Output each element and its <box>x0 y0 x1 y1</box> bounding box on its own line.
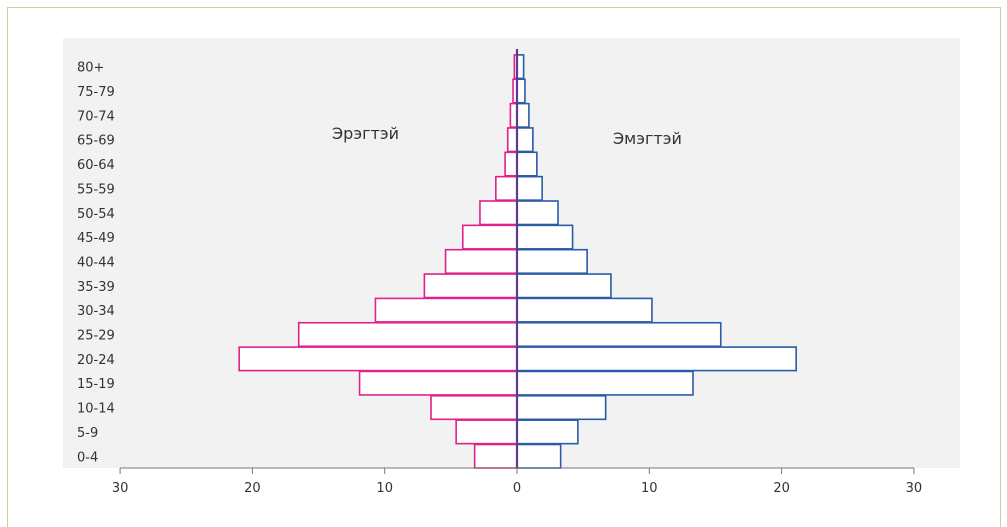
bars-layer <box>238 49 797 469</box>
y-category-label: 15-19 <box>77 377 115 392</box>
x-tick-label: 30 <box>906 481 923 496</box>
bar-right-60-64 <box>516 151 538 177</box>
bar-left-20-24 <box>238 346 518 372</box>
bar-right-75-79 <box>516 78 526 104</box>
y-category-label: 35-39 <box>77 280 115 295</box>
bar-right-20-24 <box>516 346 797 372</box>
bar-right-70-74 <box>516 102 530 128</box>
bar-left-55-59 <box>495 175 518 201</box>
bar-right-10-14 <box>516 394 607 421</box>
bar-left-0-4 <box>473 443 518 469</box>
y-category-label: 20-24 <box>77 353 115 368</box>
bar-left-45-49 <box>461 224 518 250</box>
bar-left-15-19 <box>358 370 518 396</box>
bar-right-30-34 <box>516 297 653 323</box>
x-tick-label: 20 <box>773 481 790 496</box>
bar-left-35-39 <box>423 273 518 299</box>
y-category-label: 70-74 <box>77 109 115 124</box>
bar-right-65-69 <box>516 127 534 153</box>
bar-left-50-54 <box>479 200 518 226</box>
x-axis: 30 20 10 0 10 20 30 <box>112 467 923 496</box>
x-tick-label: 10 <box>641 481 658 496</box>
y-category-label: 55-59 <box>77 182 115 197</box>
y-category-label: 0-4 <box>77 450 98 465</box>
bar-right-35-39 <box>516 273 612 299</box>
bar-left-60-64 <box>504 151 518 177</box>
y-category-label: 75-79 <box>77 85 115 100</box>
y-category-label: 40-44 <box>77 255 115 270</box>
y-category-label: 45-49 <box>77 231 115 246</box>
y-category-label: 50-54 <box>77 207 115 222</box>
bar-right-15-19 <box>516 370 694 396</box>
series-label-left: Эрэгтэй <box>332 124 399 143</box>
bar-right-5-9 <box>516 419 579 445</box>
bar-left-5-9 <box>455 419 518 445</box>
bar-right-55-59 <box>516 175 543 201</box>
x-tick-label: 30 <box>112 481 129 496</box>
bar-left-10-14 <box>430 394 518 421</box>
y-category-label: 60-64 <box>77 158 115 173</box>
bar-right-25-29 <box>516 321 722 348</box>
x-tick-label: 10 <box>376 481 393 496</box>
y-category-label: 5-9 <box>77 426 98 441</box>
y-category-label: 80+ <box>77 61 104 76</box>
chart-frame <box>7 7 1001 527</box>
bar-right-0-4 <box>516 443 562 469</box>
y-axis-labels: 0-4 5-9 10-14 15-19 20-24 25-29 30-34 35-39 40-4… <box>77 61 115 466</box>
bar-left-65-69 <box>506 127 518 153</box>
x-tick-label: 20 <box>244 481 261 496</box>
x-tick-label: 0 <box>513 481 521 496</box>
bar-right-45-49 <box>516 224 574 250</box>
bar-left-30-34 <box>374 297 518 323</box>
y-category-label: 30-34 <box>77 304 115 319</box>
bar-right-40-44 <box>516 248 588 274</box>
bar-left-40-44 <box>444 248 518 274</box>
y-category-label: 65-69 <box>77 134 115 149</box>
y-category-label: 10-14 <box>77 402 115 417</box>
series-labels: Эрэгтэй Эмэгтэй <box>332 124 682 148</box>
bar-left-25-29 <box>297 321 518 348</box>
series-label-right: Эмэгтэй <box>613 129 682 148</box>
bar-right-50-54 <box>516 200 559 226</box>
y-category-label: 25-29 <box>77 329 115 344</box>
